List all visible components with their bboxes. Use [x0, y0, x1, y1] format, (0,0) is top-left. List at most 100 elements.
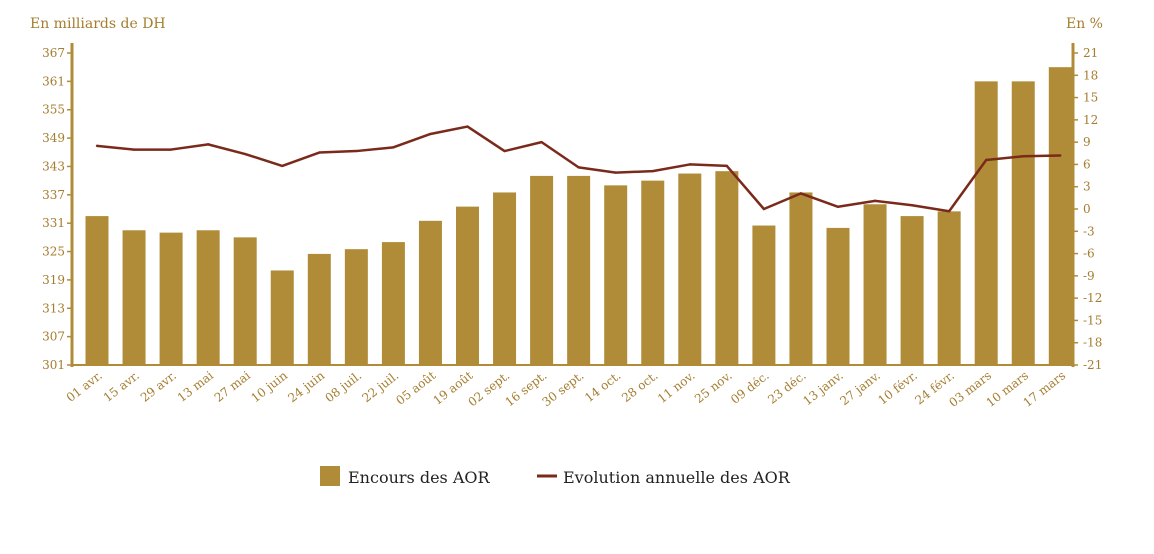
line-point — [1022, 155, 1025, 158]
bar — [196, 230, 220, 365]
bar — [270, 270, 294, 365]
bar — [789, 192, 813, 365]
left-tick-label: 331 — [42, 216, 65, 230]
bar — [715, 171, 739, 365]
bar — [1048, 67, 1072, 365]
line-point — [577, 166, 580, 169]
x-tick-label: 14 oct. — [582, 368, 623, 405]
right-tick-label: 3 — [1083, 180, 1091, 194]
x-tick-label: 28 oct. — [619, 368, 660, 405]
line-point — [873, 199, 877, 203]
bar — [530, 175, 554, 365]
right-tick-label: 21 — [1083, 46, 1098, 60]
bar — [122, 230, 146, 365]
right-tick-label: -6 — [1083, 247, 1095, 261]
left-tick-label: 325 — [42, 245, 65, 259]
bar-series — [85, 67, 1072, 365]
right-tick-label: -21 — [1083, 358, 1102, 372]
left-tick-label: 319 — [42, 273, 65, 287]
right-tick-label: -3 — [1083, 224, 1095, 238]
left-tick-label: 349 — [42, 131, 65, 145]
bar — [307, 253, 331, 365]
line-point — [503, 149, 506, 153]
line-series — [95, 125, 1062, 213]
legend-swatch-bar — [320, 466, 340, 486]
right-tick-label: 6 — [1083, 157, 1091, 171]
line-point — [688, 163, 691, 166]
line-point — [762, 207, 766, 211]
x-tick-label: 13 janv. — [800, 368, 846, 408]
line-point — [169, 148, 173, 151]
line-point — [355, 149, 358, 153]
bar — [85, 216, 109, 365]
right-tick-label: -18 — [1083, 336, 1102, 350]
right-tick-label: 15 — [1083, 91, 1098, 105]
bar — [1011, 81, 1035, 365]
left-axis-ticks: 301 307 313 319 325 331 337 343 349 355 361 367 — [42, 46, 72, 372]
right-axis-ticks: -21 -18 -15 -12 -9 -6 -3 0 3 6 9 12 15 18 21 — [1073, 46, 1102, 372]
bar — [493, 192, 517, 365]
x-tick-label: 15 avr. — [101, 368, 142, 404]
legend-label-bar: Encours des AOR — [348, 468, 491, 487]
bar — [344, 249, 368, 365]
bar — [678, 173, 702, 365]
line-point — [244, 152, 247, 156]
bar — [418, 220, 442, 365]
x-tick-label: 27 janv. — [837, 368, 883, 408]
x-tick-label: 08 juil. — [322, 368, 364, 405]
x-tick-label: 10 juin — [248, 368, 290, 405]
bar — [937, 211, 961, 365]
bar — [567, 175, 591, 365]
right-tick-label: 9 — [1083, 135, 1091, 149]
line-point — [799, 192, 803, 195]
line-point — [429, 132, 432, 136]
x-tick-label: 05 août — [393, 368, 438, 407]
bar — [381, 242, 405, 365]
line-point — [281, 164, 284, 168]
right-tick-label: -9 — [1083, 269, 1095, 283]
line-point — [910, 204, 914, 207]
x-tick-label: 10 févr. — [875, 368, 920, 407]
left-tick-label: 301 — [42, 358, 65, 372]
right-tick-label: -15 — [1083, 313, 1102, 327]
right-axis-unit-label: En % — [1066, 16, 1103, 32]
bar — [863, 204, 887, 365]
bar — [604, 185, 628, 365]
x-tick-label: 27 mai — [212, 368, 253, 405]
line-point — [206, 143, 210, 146]
x-tick-label: 11 nov. — [655, 368, 698, 406]
line-point — [836, 205, 840, 208]
line-point — [1059, 154, 1062, 157]
line-point — [318, 151, 321, 154]
bar — [456, 206, 479, 365]
line-point — [95, 144, 99, 148]
line-point — [392, 146, 395, 149]
x-tick-label: 09 déc. — [728, 368, 772, 406]
legend: Encours des AOR Evolution annuelle des A… — [320, 466, 791, 487]
left-tick-label: 355 — [42, 103, 65, 117]
right-tick-label: 0 — [1083, 202, 1091, 216]
x-tick-label: 30 sept. — [540, 368, 587, 409]
line-point — [132, 148, 136, 151]
bar — [826, 227, 850, 365]
bar — [233, 237, 257, 365]
x-tick-label: 24 juin — [285, 368, 327, 405]
left-tick-label: 361 — [42, 74, 65, 88]
x-tick-label: 29 avr. — [138, 368, 179, 404]
bar — [974, 81, 998, 365]
right-tick-label: -12 — [1083, 291, 1102, 305]
bar — [159, 232, 183, 365]
left-tick-label: 337 — [42, 188, 65, 202]
left-axis-unit-label: En milliards de DH — [30, 16, 166, 32]
left-tick-label: 307 — [42, 330, 65, 344]
left-tick-label: 343 — [42, 159, 65, 173]
left-tick-label: 367 — [42, 46, 65, 60]
x-tick-label: 01 avr. — [64, 368, 105, 404]
bar — [752, 225, 776, 365]
line-point — [466, 125, 469, 128]
line-point — [651, 169, 654, 173]
line-point — [725, 164, 729, 168]
line-point — [540, 140, 543, 144]
bar — [900, 216, 924, 365]
